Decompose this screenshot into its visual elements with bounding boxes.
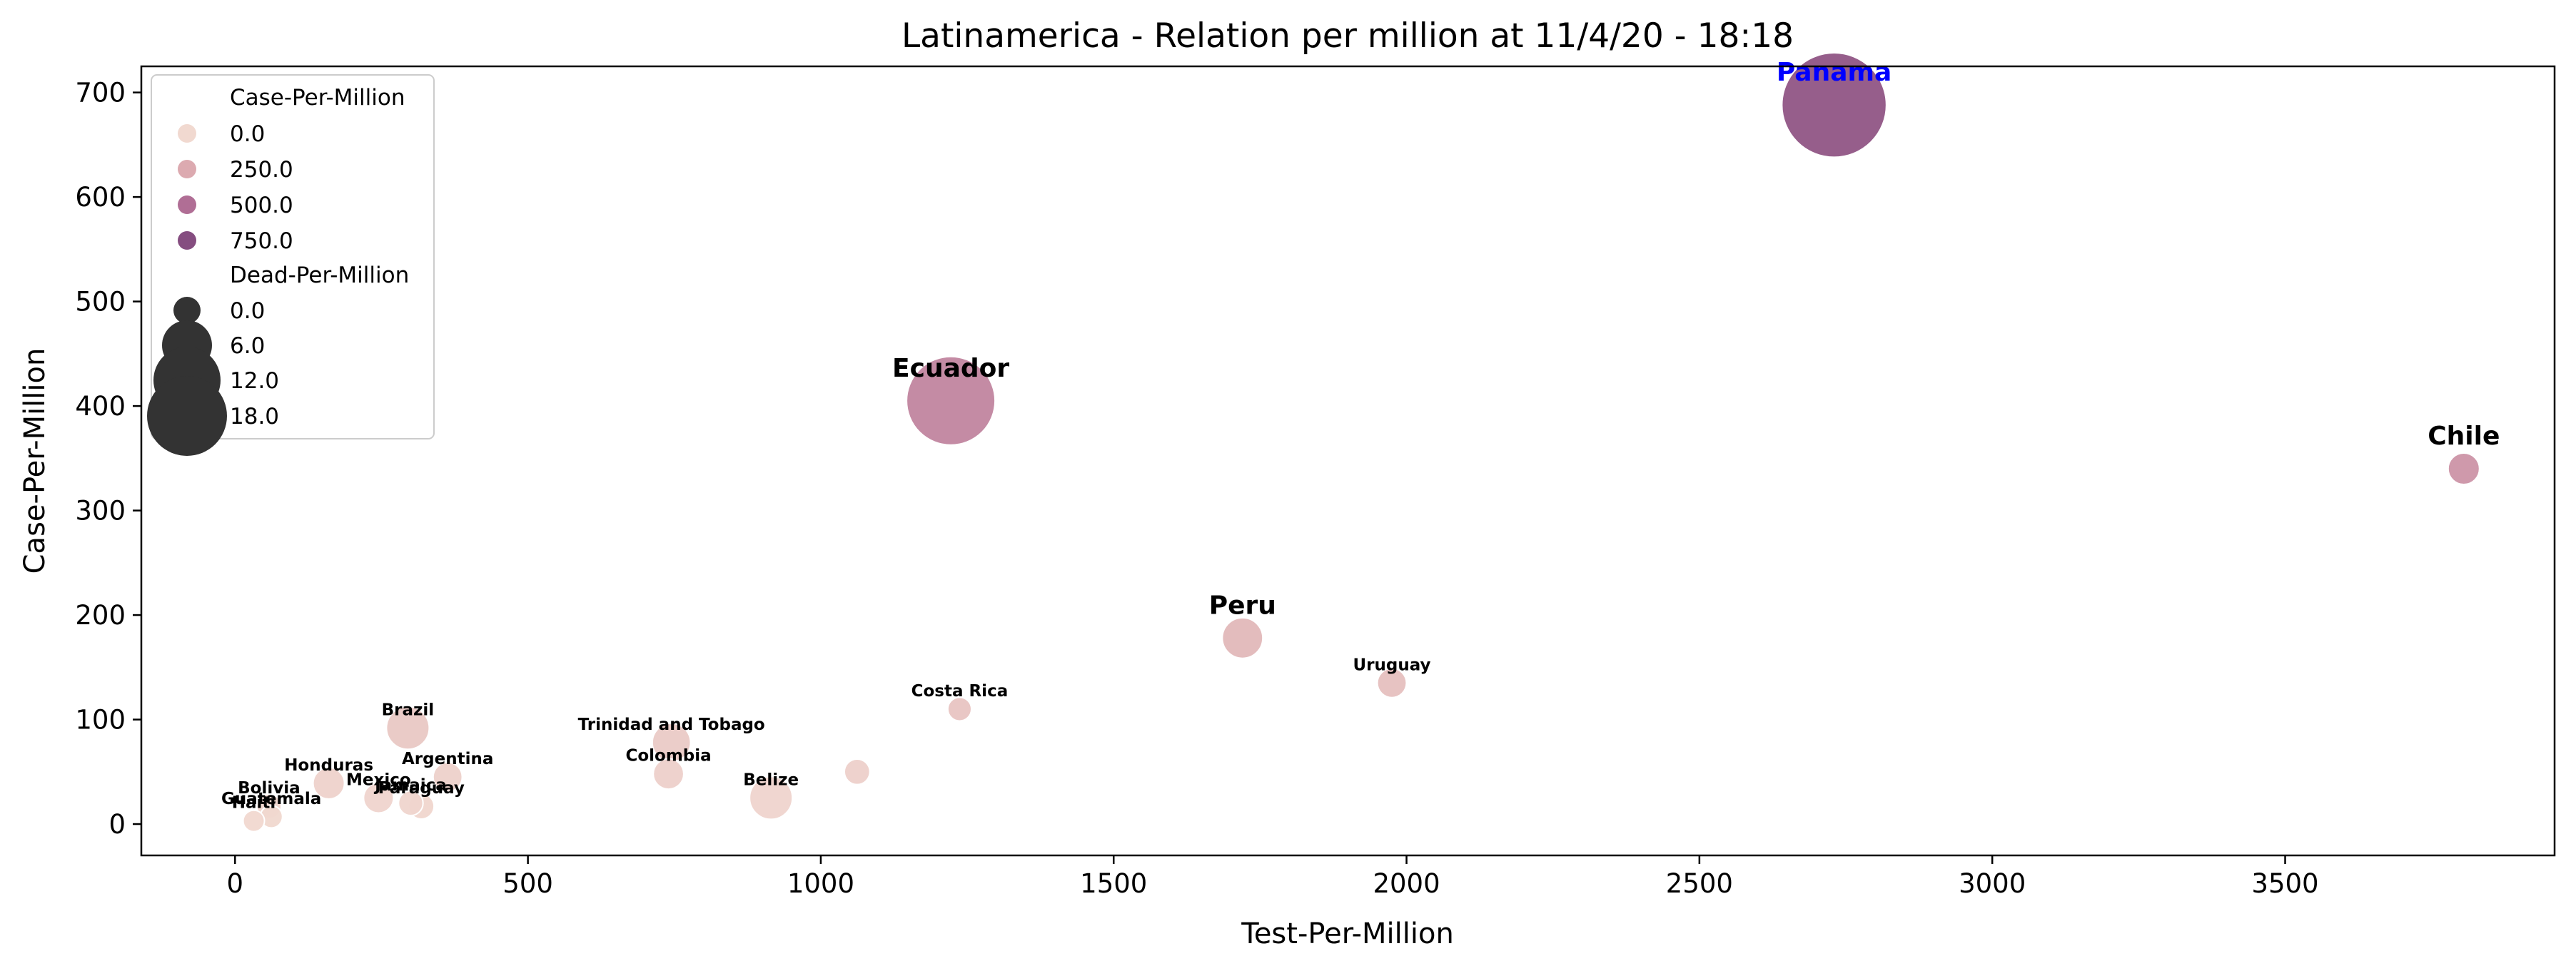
x-tick-label: 0 bbox=[227, 868, 244, 899]
data-point bbox=[652, 758, 685, 790]
point-label: Haiti bbox=[232, 794, 276, 813]
point-labels-layer: Panama Ecuador Chile Peru Uruguay Costa Rica B… bbox=[221, 58, 2500, 812]
y-tick-label: 400 bbox=[75, 391, 126, 422]
chart-title: Latinamerica - Relation per million at 1… bbox=[901, 16, 1794, 56]
legend-hue-swatch bbox=[178, 124, 196, 143]
point-label: Guatemala bbox=[221, 790, 321, 808]
point-label: Belize bbox=[743, 771, 799, 789]
point-label: Costa Rica bbox=[911, 682, 1009, 701]
legend-size-title: Dead-Per-Million bbox=[230, 263, 409, 288]
y-tick-label: 200 bbox=[75, 600, 126, 631]
legend-hue-swatch bbox=[178, 231, 196, 250]
legend: Case-Per-Million 0.0 250.0 500.0 750.0 Dead-P… bbox=[147, 74, 435, 456]
point-label: Colombia bbox=[625, 747, 711, 766]
legend-size-swatch bbox=[173, 297, 201, 324]
point-label: Peru bbox=[1209, 591, 1276, 620]
data-point bbox=[363, 782, 395, 814]
y-axis-title: Case-Per-Million bbox=[19, 348, 51, 574]
x-tick-label: 1000 bbox=[787, 868, 854, 899]
y-tick-label: 100 bbox=[75, 705, 126, 736]
point-label: Brazil bbox=[382, 701, 435, 719]
x-tick-label: 1500 bbox=[1080, 868, 1147, 899]
points-layer bbox=[242, 52, 2480, 833]
legend-hue-swatch bbox=[178, 195, 196, 214]
data-point bbox=[312, 766, 345, 800]
x-axis-title: Test-Per-Million bbox=[1241, 917, 1454, 950]
data-point bbox=[946, 696, 972, 722]
legend-hue-label: 750.0 bbox=[230, 228, 293, 254]
y-tick-label: 700 bbox=[75, 78, 126, 108]
y-tick-label: 0 bbox=[108, 809, 126, 840]
legend-size-label: 12.0 bbox=[230, 368, 279, 394]
point-label: Trinidad and Tobago bbox=[578, 716, 765, 734]
point-label: Ecuador bbox=[892, 354, 1009, 383]
legend-size-label: 18.0 bbox=[230, 404, 279, 429]
point-label: Panama bbox=[1777, 58, 1891, 87]
point-label: Paraguay bbox=[378, 779, 465, 798]
point-label: Bolivia bbox=[238, 779, 300, 798]
x-axis: 0 500 1000 1500 2000 2500 3000 3500 bbox=[227, 855, 2319, 899]
y-tick-label: 500 bbox=[75, 287, 126, 317]
point-label: Honduras bbox=[284, 756, 373, 775]
data-point bbox=[2447, 452, 2480, 485]
legend-size-swatch bbox=[147, 376, 227, 456]
point-label: Jamaica bbox=[373, 776, 447, 795]
data-point bbox=[1221, 616, 1264, 659]
point-label: Mexico bbox=[346, 771, 411, 789]
legend-hue-label: 250.0 bbox=[230, 157, 293, 183]
legend-box bbox=[151, 74, 435, 439]
x-tick-label: 3500 bbox=[2251, 868, 2318, 899]
legend-hue-label: 0.0 bbox=[230, 121, 265, 147]
plot-area-frame bbox=[140, 65, 2556, 857]
legend-size-label: 6.0 bbox=[230, 333, 265, 359]
data-point bbox=[432, 761, 463, 793]
data-point bbox=[1781, 52, 1887, 158]
data-point bbox=[385, 706, 430, 751]
data-point bbox=[1376, 667, 1408, 698]
data-point bbox=[843, 758, 871, 786]
data-point bbox=[749, 776, 794, 820]
data-point bbox=[906, 355, 996, 446]
data-point bbox=[242, 809, 266, 833]
point-label: Argentina bbox=[402, 750, 493, 768]
data-point bbox=[398, 790, 424, 816]
y-axis: 0 100 200 300 400 500 600 700 bbox=[75, 78, 141, 840]
y-tick-label: 600 bbox=[75, 182, 126, 213]
legend-hue-swatch bbox=[178, 160, 196, 178]
legend-hue-label: 500.0 bbox=[230, 193, 293, 218]
legend-size-label: 0.0 bbox=[230, 298, 265, 324]
x-tick-label: 2000 bbox=[1373, 868, 1440, 899]
x-tick-label: 500 bbox=[502, 868, 553, 899]
x-tick-label: 2500 bbox=[1666, 868, 1733, 899]
point-label: Uruguay bbox=[1353, 656, 1431, 674]
point-label: Chile bbox=[2428, 422, 2500, 451]
x-tick-label: 3000 bbox=[1959, 868, 2026, 899]
y-tick-label: 300 bbox=[75, 496, 126, 527]
legend-hue-title: Case-Per-Million bbox=[230, 85, 405, 111]
